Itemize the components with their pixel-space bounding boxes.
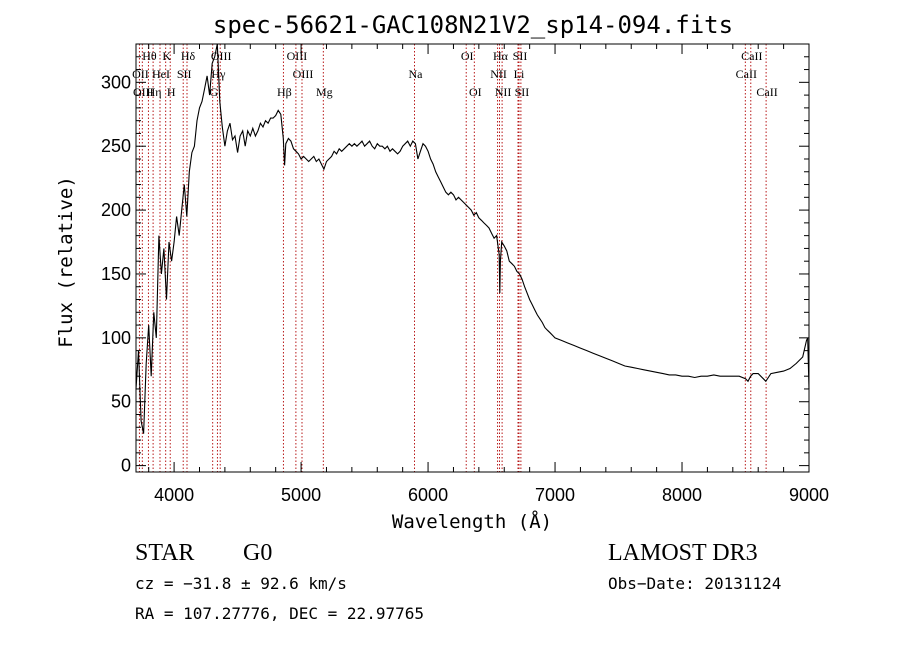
y-tick-label-0: 0 (121, 456, 131, 476)
spectral-line-markers (138, 44, 767, 472)
line-label-13: OIII (293, 67, 314, 81)
line-label-22: SII (513, 49, 528, 63)
line-label-5: Hη (147, 85, 162, 99)
y-tick-label-3: 150 (101, 264, 131, 284)
object-class: STAR (135, 540, 194, 566)
y-tick-label-2: 100 (101, 328, 131, 348)
x-tick-label-5: 9000 (789, 485, 829, 505)
y-tick-label-5: 250 (101, 136, 131, 156)
chart-title: spec-56621-GAC108N21V2_sp14-094.fits (213, 11, 733, 39)
line-label-23: Li (514, 67, 525, 81)
line-label-25: CaII (741, 49, 762, 63)
line-label-27: CaII (756, 85, 777, 99)
plot-frame (135, 43, 810, 473)
spectrum-line (135, 43, 810, 434)
line-label-24: SII (515, 85, 530, 99)
x-tick-label-0: 4000 (154, 485, 194, 505)
line-label-9: OIII (211, 49, 232, 63)
line-label-16: Na (409, 67, 424, 81)
line-label-0: Hθ (142, 49, 157, 63)
x-tick-label-2: 6000 (408, 485, 448, 505)
line-label-14: Hβ (277, 85, 292, 99)
y-tick-label-4: 200 (101, 200, 131, 220)
redshift-cz: cz = −31.8 ± 92.6 km/s (135, 574, 347, 593)
y-axis-label: Flux (relative) (55, 176, 77, 348)
line-label-3: K (162, 49, 171, 63)
line-label-17: OI (461, 49, 474, 63)
line-label-15: Mg (316, 85, 333, 99)
survey-name: LAMOST DR3 (608, 540, 758, 566)
x-tick-label-1: 5000 (281, 485, 321, 505)
line-label-20: NII (490, 67, 507, 81)
line-label-19: Hα (493, 49, 509, 63)
line-label-8: H (167, 85, 176, 99)
x-axis-label: Wavelength (Å) (392, 510, 552, 533)
line-label-26: CaII (736, 67, 757, 81)
x-tick-label-3: 7000 (535, 485, 575, 505)
line-label-11: G (209, 85, 218, 99)
observation-date: Obs−Date: 20131124 (608, 574, 781, 593)
line-label-12: OIII (287, 49, 308, 63)
ra-dec: RA = 107.27776, DEC = 22.97765 (135, 604, 424, 623)
x-axis-ticks: 4000 5000 6000 7000 8000 9000 (148, 44, 829, 505)
line-label-18: OI (469, 85, 482, 99)
x-tick-label-4: 8000 (662, 485, 702, 505)
y-axis-ticks: 0 50 100 150 200 250 300 (101, 56, 809, 476)
line-label-7: SII (177, 67, 192, 81)
object-subclass: G0 (243, 540, 272, 566)
line-label-6: Hδ (181, 49, 196, 63)
y-tick-label-6: 300 (101, 72, 131, 92)
line-label-21: NII (495, 85, 512, 99)
line-label-4: HeI (152, 67, 170, 81)
y-tick-label-1: 50 (111, 392, 131, 412)
